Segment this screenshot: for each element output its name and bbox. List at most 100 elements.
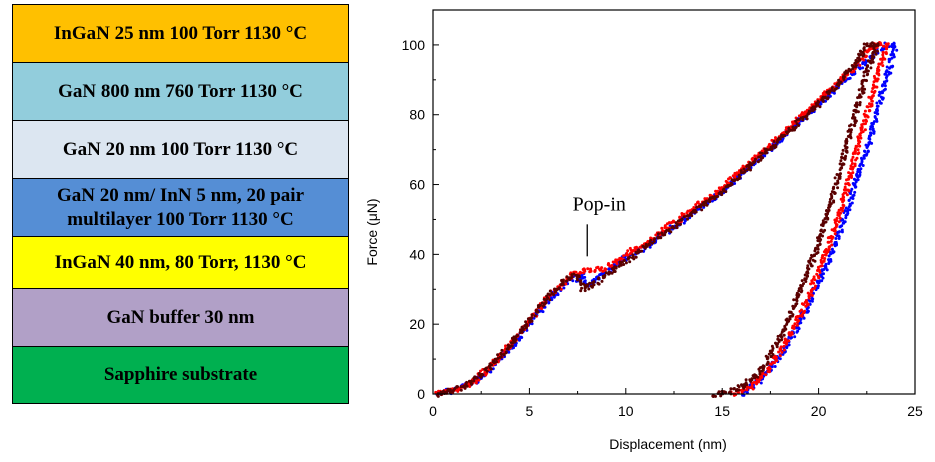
series-2-unloading-point [829, 239, 833, 243]
series-3-loading-point [693, 210, 697, 214]
series-3-loading-point [747, 166, 751, 169]
series-3-loading-point [607, 272, 611, 276]
series-2-unloading-point [869, 104, 873, 108]
series-3-loading-point [846, 70, 850, 74]
series-3-unloading-point [796, 293, 800, 296]
series-3-loading-point [525, 323, 529, 327]
series-3-loading-point [520, 325, 524, 329]
series-2-unloading-point [833, 221, 837, 224]
series-2-loading-point [784, 126, 788, 130]
x-tick-label: 5 [526, 403, 534, 419]
series-3-loading-point [719, 190, 723, 194]
series-2-unloading-point [885, 44, 889, 48]
series-2-loading-point [589, 267, 592, 271]
series-3-loading-point [689, 212, 692, 216]
series-1-unloading-point [875, 101, 879, 105]
series-3-loading-point [720, 193, 724, 197]
series-3-loading-point [504, 350, 508, 354]
series-1-unloading-point [887, 60, 891, 64]
series-1-unloading-point [895, 48, 899, 52]
series-1-unloading-point [856, 178, 860, 182]
series-3-unloading-point [765, 357, 769, 361]
series-3-loading-point [705, 199, 708, 203]
series-3-unloading-point [849, 129, 853, 133]
series-1-unloading-point [810, 299, 814, 303]
series-3-loading-point [732, 179, 735, 183]
series-1-unloading-point [878, 90, 882, 94]
series-2-loading-point [578, 270, 582, 274]
series-3-loading-point [588, 281, 592, 285]
series-1-unloading-point [806, 306, 810, 309]
series-2-unloading-point [769, 362, 773, 366]
series-2-unloading-point [847, 183, 851, 187]
series-3-loading-point [789, 128, 793, 132]
series-2-unloading-point [854, 158, 858, 162]
series-1-unloading-point [870, 122, 874, 125]
series-2-unloading-point [823, 253, 827, 257]
series-2-unloading-point [837, 214, 841, 218]
series-3-loading-point [858, 58, 862, 62]
series-3-loading-point [614, 266, 618, 270]
series-1-unloading-point [884, 76, 888, 80]
series-3-unloading-point [852, 123, 856, 127]
series-1-loading-point [607, 267, 611, 271]
series-1-unloading-point [854, 185, 858, 189]
series-3-loading-point [795, 118, 799, 122]
series-2-unloading-point [850, 162, 854, 165]
series-1-unloading-point [827, 254, 831, 258]
series-2-unloading-point [864, 122, 867, 126]
series-1-unloading-point [871, 128, 875, 132]
series-3-loading-point [597, 276, 601, 280]
series-3-loading-point [520, 330, 524, 334]
series-3-loading-point [747, 163, 750, 167]
layer-4: GaN 20 nm/ InN 5 nm, 20 pair multilayer … [12, 178, 349, 236]
series-3-unloading-point [816, 236, 819, 240]
series-3-unloading-point [862, 87, 866, 91]
series-2-unloading-point [751, 387, 755, 391]
series-3-loading-point [695, 205, 699, 209]
series-3-unloading-point [874, 52, 878, 56]
series-1-unloading-point [892, 53, 896, 56]
series-3-unloading-point [737, 385, 741, 389]
series-3-loading-point [664, 230, 668, 234]
series-2-loading-point [593, 269, 597, 273]
series-1-unloading-point [770, 365, 774, 369]
series-1-loading-point [683, 219, 687, 223]
series-3-loading-point [649, 238, 653, 242]
series-3-loading-point [485, 366, 488, 370]
series-3-loading-point [446, 387, 450, 391]
series-3-loading-point [618, 260, 622, 264]
series-2-unloading-point [832, 229, 836, 233]
series-2-unloading-point [881, 58, 884, 62]
series-3-unloading-point [816, 245, 820, 248]
series-3-unloading-point [813, 259, 817, 263]
series-3-loading-point [510, 344, 514, 348]
series-3-loading-point [686, 217, 689, 221]
series-3-loading-point [826, 96, 830, 100]
series-3-loading-point [619, 263, 623, 267]
series-1-unloading-point [854, 180, 858, 184]
series-3-loading-point [729, 181, 733, 185]
series-3-unloading-point [845, 141, 849, 145]
series-3-loading-point [596, 281, 600, 285]
series-1-unloading-point [853, 190, 857, 194]
series-3-loading-point [628, 260, 632, 264]
series-1-unloading-point [834, 237, 838, 240]
y-tick-label: 100 [402, 37, 426, 53]
series-2-unloading-point [757, 380, 761, 384]
series-2-loading-point [803, 110, 807, 114]
series-3-loading-point [748, 161, 752, 165]
series-1-unloading-point [889, 53, 893, 57]
series-2-loading-point [628, 246, 632, 250]
series-2-unloading-point [842, 204, 846, 208]
series-3-loading-point [652, 240, 656, 243]
series-2-unloading-point [758, 378, 762, 382]
series-3-loading-point [548, 289, 552, 293]
series-3-unloading-point [795, 299, 799, 303]
series-2-unloading-point [804, 304, 808, 308]
series-1-unloading-point [833, 244, 837, 248]
series-1-unloading-point [885, 65, 889, 69]
series-3-unloading-point [876, 44, 880, 47]
series-3-unloading-point [840, 152, 844, 156]
series-2-unloading-point [877, 62, 881, 66]
